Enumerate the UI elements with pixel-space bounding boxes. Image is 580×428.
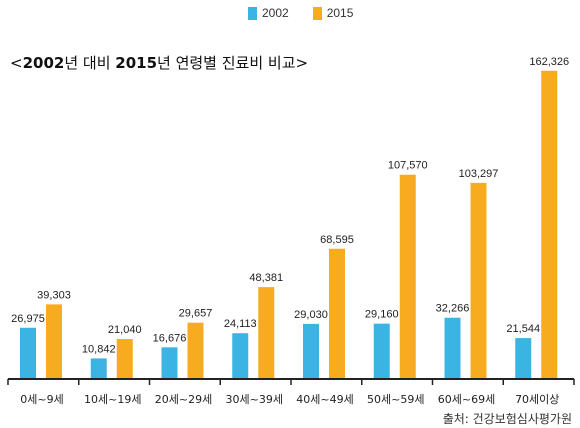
bar-2002-4 xyxy=(303,323,319,379)
category-label-2: 20세~29세 xyxy=(155,393,212,406)
title-part: 2015 xyxy=(115,54,158,72)
category-label-0: 0세~9세 xyxy=(20,393,63,406)
title-part: 년 연령별 진료비 비교> xyxy=(157,54,309,72)
legend-item-2015: 2015 xyxy=(312,6,354,20)
legend-swatch-2002 xyxy=(248,6,257,20)
bar-2002-2 xyxy=(161,347,178,379)
data-label-2002-5: 29,160 xyxy=(365,309,399,321)
data-label-2002-0: 26,975 xyxy=(11,313,45,325)
title-part: 2002 xyxy=(22,54,65,72)
title-part: < xyxy=(10,54,23,72)
title-part: 년 대비 xyxy=(64,54,116,72)
legend-item-2002: 2002 xyxy=(248,6,289,20)
bar-2015-3 xyxy=(258,287,275,379)
data-label-2015-6: 103,297 xyxy=(459,168,499,180)
data-label-2015-5: 107,570 xyxy=(388,160,428,172)
data-label-2015-7: 162,326 xyxy=(529,56,569,68)
data-label-2002-1: 10,842 xyxy=(82,343,116,355)
category-label-7: 70세이상 xyxy=(515,393,559,406)
bar-2002-7 xyxy=(515,338,532,379)
bar-2015-5 xyxy=(399,174,416,379)
legend: 2002 2015 xyxy=(248,6,353,20)
legend-label-2002: 2002 xyxy=(262,6,289,20)
bar-2015-2 xyxy=(187,322,204,379)
bar-2002-6 xyxy=(444,317,461,379)
bar-2002-1 xyxy=(90,358,107,379)
bar-2002-5 xyxy=(373,323,390,379)
bar-2015-0 xyxy=(46,304,62,379)
source-note: 출처: 건강보험심사평가원 xyxy=(442,412,572,426)
data-label-2015-3: 48,381 xyxy=(249,272,283,284)
chart-title: <2002년 대비 2015년 연령별 진료비 비교> xyxy=(10,52,308,73)
data-label-2002-2: 16,676 xyxy=(153,332,187,344)
legend-label-2015: 2015 xyxy=(326,6,354,20)
data-label-2015-2: 29,657 xyxy=(179,308,213,320)
data-label-2002-3: 24,113 xyxy=(224,318,257,330)
category-label-5: 50세~59세 xyxy=(367,393,424,406)
category-label-1: 10세~19세 xyxy=(84,393,141,406)
category-label-6: 60세~69세 xyxy=(438,393,495,406)
legend-swatch-2015 xyxy=(312,6,322,20)
bar-2002-3 xyxy=(232,333,249,379)
bar-2002-0 xyxy=(20,327,36,379)
data-label-2015-1: 21,040 xyxy=(108,324,142,336)
category-label-4: 40세~49세 xyxy=(296,393,353,406)
data-label-2015-0: 39,303 xyxy=(37,289,71,301)
data-label-2015-4: 68,595 xyxy=(320,234,354,246)
bar-2015-1 xyxy=(116,339,133,379)
bar-2015-6 xyxy=(470,182,487,379)
data-label-2002-7: 21,544 xyxy=(506,323,540,335)
bar-2015-7 xyxy=(541,70,558,380)
data-label-2002-6: 32,266 xyxy=(436,303,470,315)
data-label-2002-4: 29,030 xyxy=(294,309,328,321)
category-label-3: 30세~39세 xyxy=(226,393,283,406)
bar-2015-4 xyxy=(329,248,345,379)
